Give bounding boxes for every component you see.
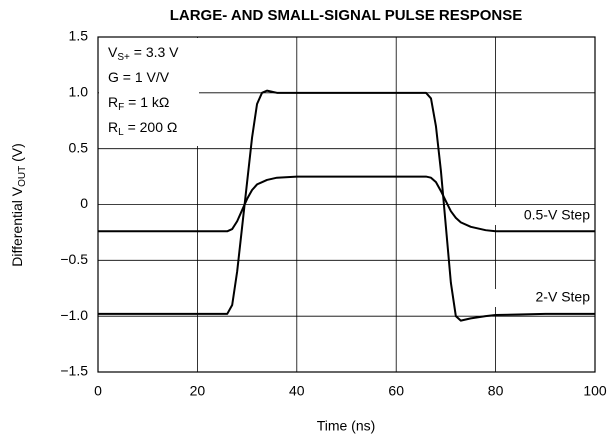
plot-frame [97,36,596,373]
y-axis-label-rest: (V) [9,143,25,166]
annotation-rest: = 200 Ω [124,119,178,135]
annotation-sub: S+ [117,52,130,63]
y-tick-label: −1.0 [60,307,88,323]
series-label-bg [494,289,592,307]
y-tick-label: 0.5 [69,139,89,155]
x-axis-label: Time (ns) [317,418,376,434]
series-label: 0.5-V Step [524,207,590,223]
annotation-sub: F [118,102,124,113]
y-axis-label-sub: OUT [17,166,28,187]
annotation: G = 1 V/V [108,69,170,85]
annotation: RL = 200 Ω [108,119,177,138]
annotation-rest: = 1 kΩ [124,94,169,110]
y-tick-label: 0 [80,195,88,211]
annotation-text: R [108,119,118,135]
annotation: VS+ = 3.3 V [108,44,179,63]
annotation-sub: L [118,127,124,138]
annotation-rest: = 3.3 V [130,44,179,60]
annotation-text: R [108,94,118,110]
annotation: RF = 1 kΩ [108,94,169,113]
x-tick-label: 100 [583,383,607,399]
y-tick-label: 1.5 [69,28,89,44]
annotation-text: V [108,44,118,60]
y-axis-label: Differential VOUT (V) [9,143,28,267]
series-line [98,89,595,322]
y-axis-label-text: Differential V [9,186,25,267]
series-label-bg [494,207,592,225]
y-tick-label: −0.5 [60,251,88,267]
chart-title: LARGE- AND SMALL-SIGNAL PULSE RESPONSE [170,7,523,24]
annotation-text: G = 1 V/V [108,69,170,85]
x-tick-label: 80 [488,383,504,399]
annotation-box [99,38,199,146]
y-tick-label: −1.5 [60,363,88,379]
x-tick-label: 60 [388,383,404,399]
series-label: 2-V Step [536,289,591,305]
y-tick-label: 1.0 [69,84,89,100]
x-tick-label: 40 [289,383,305,399]
x-tick-label: 20 [190,383,206,399]
x-tick-label: 0 [94,383,102,399]
